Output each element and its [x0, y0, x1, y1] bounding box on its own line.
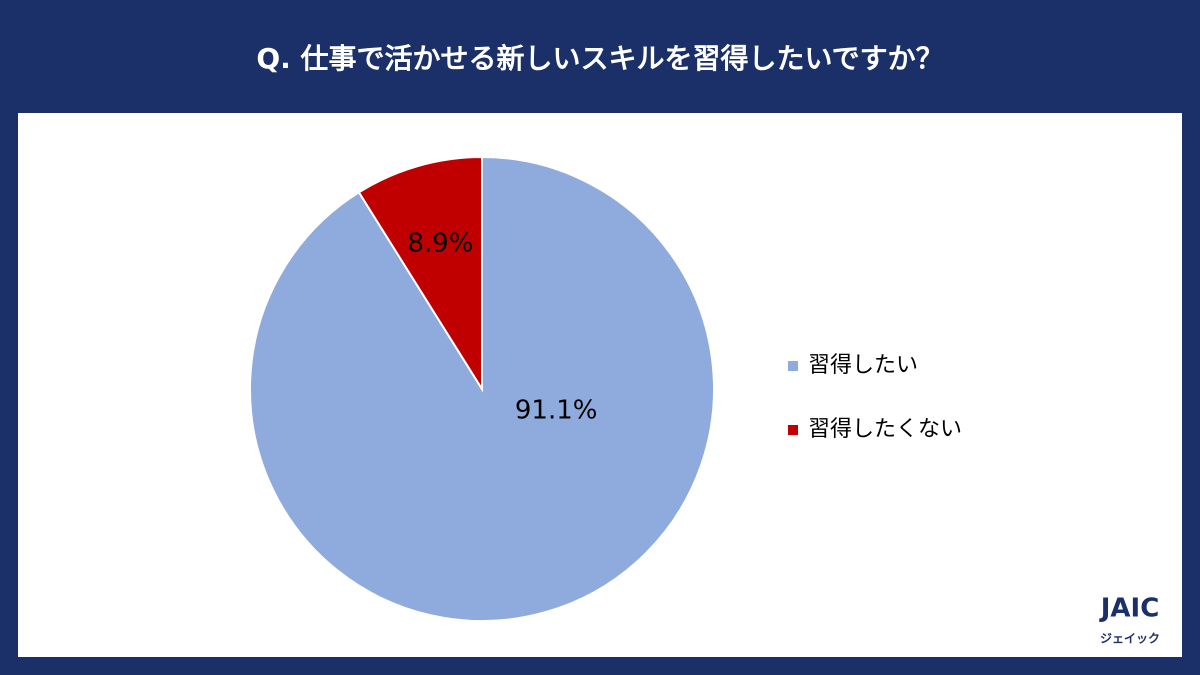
logo-text: JAIC — [1099, 594, 1160, 624]
legend-label: 習得したくない — [808, 417, 962, 442]
logo-subtext: ジェイック — [1100, 632, 1160, 646]
legend-swatch — [788, 361, 798, 371]
data-label: 91.1% — [515, 395, 598, 425]
pie-slice — [357, 155, 483, 393]
data-label: 8.9% — [407, 229, 473, 259]
legend-label: 習得したい — [808, 353, 918, 378]
chart-title: Q. 仕事で活かせる新しいスキルを習得したいですか？ — [256, 42, 943, 75]
legend-swatch — [788, 425, 798, 435]
